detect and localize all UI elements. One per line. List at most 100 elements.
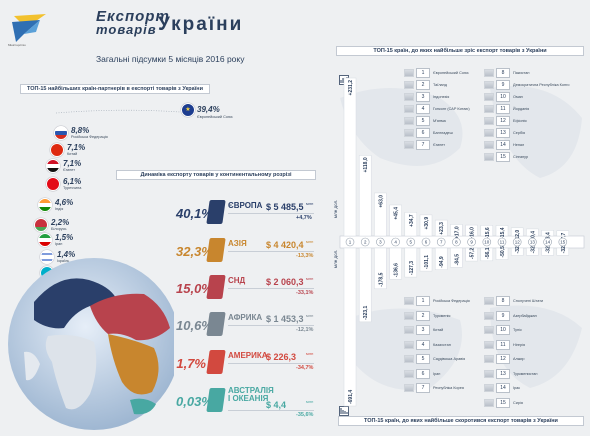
growth-bar [450, 224, 463, 237]
partner-name: Туреччина [63, 186, 82, 190]
ru-flag-icon [54, 126, 68, 140]
growth-label: +8,4 [546, 232, 552, 242]
partner-pct: 7,1% [63, 159, 82, 168]
legend-item: 15 Сирія [484, 397, 523, 408]
continent-pct: 32,3% [176, 244, 213, 259]
legend-item: 14 Непал [484, 140, 524, 150]
legend-country: Республіка Корея [433, 386, 464, 390]
country-flag-icon [484, 340, 494, 349]
category-label: 12 [515, 240, 521, 245]
legend-item: 1 Європейський Союз [404, 68, 469, 78]
continent-change: -12,1% [296, 327, 314, 333]
logo: Міністерство [6, 12, 50, 48]
growth-bar [465, 224, 478, 237]
continent-divider [228, 288, 314, 289]
legend-country: Бангладеш [433, 131, 453, 135]
legend-country: Сполучені Штати [513, 299, 544, 303]
continent-name: АЗІЯ [228, 239, 247, 248]
legend-number: 6 [416, 368, 430, 379]
country-flag-icon [404, 81, 414, 89]
category-label: 14 [545, 240, 551, 245]
growth-label: +15,4 [500, 227, 506, 240]
legend-number: 5 [416, 116, 430, 126]
decline-bar [404, 247, 418, 278]
decline-bar [389, 247, 402, 280]
legend-number: 14 [496, 140, 510, 150]
banner-continents: Динаміка експорту товарів у континенталь… [116, 170, 316, 180]
title-export: Експорт [96, 8, 170, 25]
growth-label: +17,0 [454, 226, 460, 239]
cn-flag-icon [50, 143, 64, 157]
legend-item: 8 Сполучені Штати [484, 296, 543, 306]
continent-unit: млн [306, 351, 314, 356]
legend-number: 9 [496, 80, 510, 90]
growth-label: +15,6 [485, 227, 491, 240]
banner-top15-partners: ТОП-15 найбільших країн-партнерів в експ… [20, 84, 210, 94]
decline-bar [358, 247, 372, 323]
continent-shape [206, 312, 226, 336]
globe-map [8, 258, 174, 430]
legend-country: Гонконг (САР Китаю) [433, 107, 470, 111]
continent-shape [206, 388, 226, 412]
legend-item: 9 Азербайджан [484, 310, 537, 321]
growth-label: +23,3 [439, 222, 445, 235]
eu-pct: 39,4% [197, 105, 220, 114]
legend-country: Ірак [513, 386, 520, 390]
legend-country: Непал [513, 143, 525, 147]
decline-label: -32,6 [515, 242, 521, 254]
continent-amount: $ 4 420,4 [266, 240, 304, 250]
category-marker [406, 237, 416, 247]
legend-country: Алжир [513, 357, 525, 361]
category-marker [467, 237, 476, 247]
legend-country: Сирія [513, 400, 523, 405]
partner-name: Іран [55, 242, 63, 246]
growth-bar [495, 225, 509, 237]
growth-bar [389, 204, 402, 237]
legend-item: 2 Туркменія [404, 310, 450, 321]
growth-bar [419, 214, 433, 237]
decline-bar [434, 247, 448, 270]
eg-flag-icon [46, 159, 60, 173]
country-flag-icon [484, 81, 494, 89]
legend-item: 10 Оман [484, 92, 523, 102]
legend-country: Нігерія [513, 342, 526, 347]
category-marker [345, 237, 355, 247]
legend-item: 3 Китай [404, 325, 443, 335]
continent-pct: 10,6% [176, 318, 213, 333]
continent-row: 32,3% АЗІЯ $ 4 420,4 млн -13,3% [176, 238, 320, 264]
growth-bar [434, 219, 448, 237]
decline-bar [343, 247, 357, 407]
partner-name: Ізраїль [57, 259, 70, 263]
legend-number: 7 [416, 383, 430, 393]
legend-country: Іран [433, 371, 441, 376]
legend-number: 12 [496, 116, 510, 126]
country-flag-icon [484, 398, 494, 407]
country-flag-icon [484, 153, 494, 161]
legend-number: 8 [496, 68, 510, 78]
continent-pct: 0,03% [176, 394, 213, 409]
category-label: 3 [379, 240, 382, 245]
category-label: 10 [484, 240, 490, 245]
continent-amount: $ 1 453,3 [266, 314, 304, 324]
decline-label: -323,1 [363, 305, 369, 319]
legend-number: 6 [416, 128, 430, 138]
legend-item: 7 Республіка Корея [404, 383, 464, 393]
legend-number: 1 [416, 296, 430, 306]
category-label: 9 [470, 240, 473, 245]
continent-row: 15,0% СНД $ 2 060,3 млн -33,1% [176, 275, 320, 301]
decline-label: -32,1 [561, 242, 567, 254]
category-label: 4 [394, 240, 397, 245]
growth-bar [556, 230, 570, 237]
decline-bar [450, 247, 463, 268]
growth-label: +30,9 [424, 217, 430, 230]
decline-bar [510, 247, 524, 256]
continent-name: АМЕРИКА [228, 351, 268, 360]
continent-change: -35,6% [296, 412, 314, 418]
legend-item: 9 Демократична Республіка Конго [484, 80, 570, 90]
svg-text:Міністерство: Міністерство [8, 43, 26, 47]
legend-number: 2 [416, 80, 430, 90]
legend-number: 3 [416, 325, 430, 335]
country-flag-icon [404, 105, 414, 113]
legend-country: Туркменистан [513, 371, 538, 376]
country-flag-icon [484, 105, 494, 113]
